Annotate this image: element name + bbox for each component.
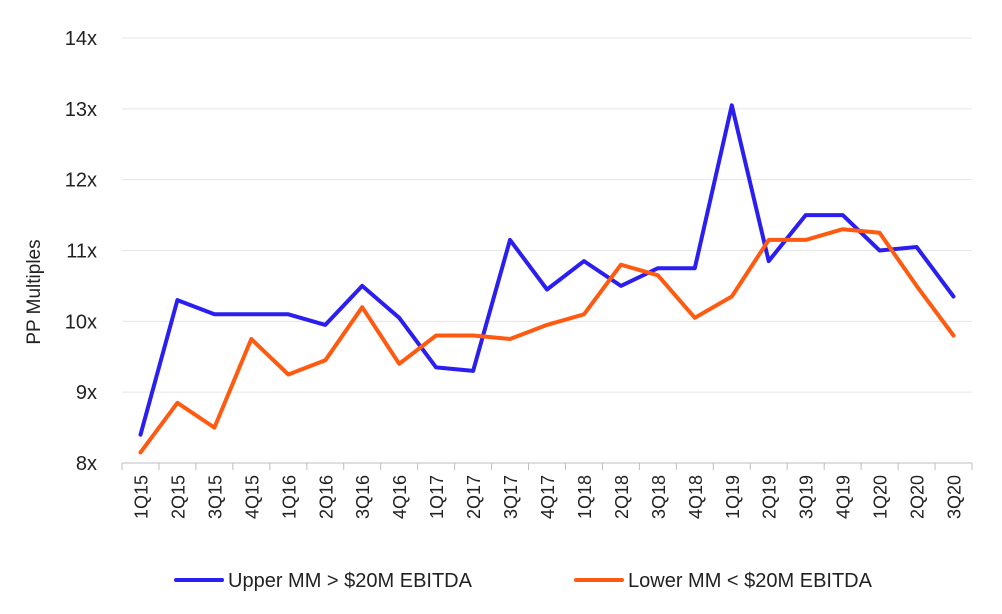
legend-item: Lower MM < $20M EBITDA (574, 570, 873, 592)
x-tick-label: 2Q19 (760, 475, 780, 519)
x-tick-label: 1Q20 (871, 475, 891, 519)
y-tick-label: 10x (65, 311, 97, 333)
x-tick-label: 4Q16 (390, 475, 410, 519)
x-tick-label: 3Q16 (353, 475, 373, 519)
x-tick-label: 1Q15 (131, 475, 151, 519)
y-tick-label: 12x (65, 170, 97, 192)
x-tick-label: 2Q17 (464, 475, 484, 519)
y-tick-label: 13x (65, 99, 97, 121)
legend-label: Upper MM > $20M EBITDA (228, 570, 473, 592)
y-tick-label: 14x (65, 28, 97, 50)
legend-item: Upper MM > $20M EBITDA (174, 570, 473, 592)
x-tick-label: 3Q15 (205, 475, 225, 519)
y-tick-label: 11x (66, 241, 97, 263)
x-tick-label: 2Q15 (168, 475, 188, 519)
y-tick-label: 8x (76, 453, 97, 475)
x-tick-label: 3Q19 (797, 475, 817, 519)
y-tick-label: 9x (76, 382, 97, 404)
x-tick-label: 2Q18 (612, 475, 632, 519)
x-tick-label: 4Q19 (834, 475, 854, 519)
x-tick-label: 1Q19 (723, 475, 743, 519)
x-tick-label: 3Q20 (945, 475, 965, 519)
gridlines (122, 37, 972, 393)
x-tick-label: 1Q16 (279, 475, 299, 519)
x-tick-label: 4Q17 (538, 475, 558, 519)
legend: Upper MM > $20M EBITDA Lower MM < $20M EB… (174, 570, 873, 592)
x-tick-label: 1Q18 (575, 475, 595, 519)
y-axis-title: PP Multiples (24, 239, 45, 344)
x-tick-label: 2Q16 (316, 475, 336, 519)
x-tick-label: 4Q18 (686, 475, 706, 519)
series-lines (138, 103, 956, 455)
series-line-lower-mm (138, 227, 956, 455)
x-tick-label: 3Q18 (649, 475, 669, 519)
x-tick-label: 4Q15 (242, 475, 262, 519)
axes: 8x 9x 10x 11x 12x 13x 14x 1Q15 2Q15 3Q15 4Q15 1Q16 2… (65, 28, 973, 519)
legend-label: Lower MM < $20M EBITDA (628, 570, 873, 592)
x-tick-label: 3Q17 (501, 475, 521, 519)
x-tick-label: 2Q20 (908, 475, 928, 519)
series-line-upper-mm (138, 103, 956, 437)
x-tick-label: 1Q17 (427, 475, 447, 519)
